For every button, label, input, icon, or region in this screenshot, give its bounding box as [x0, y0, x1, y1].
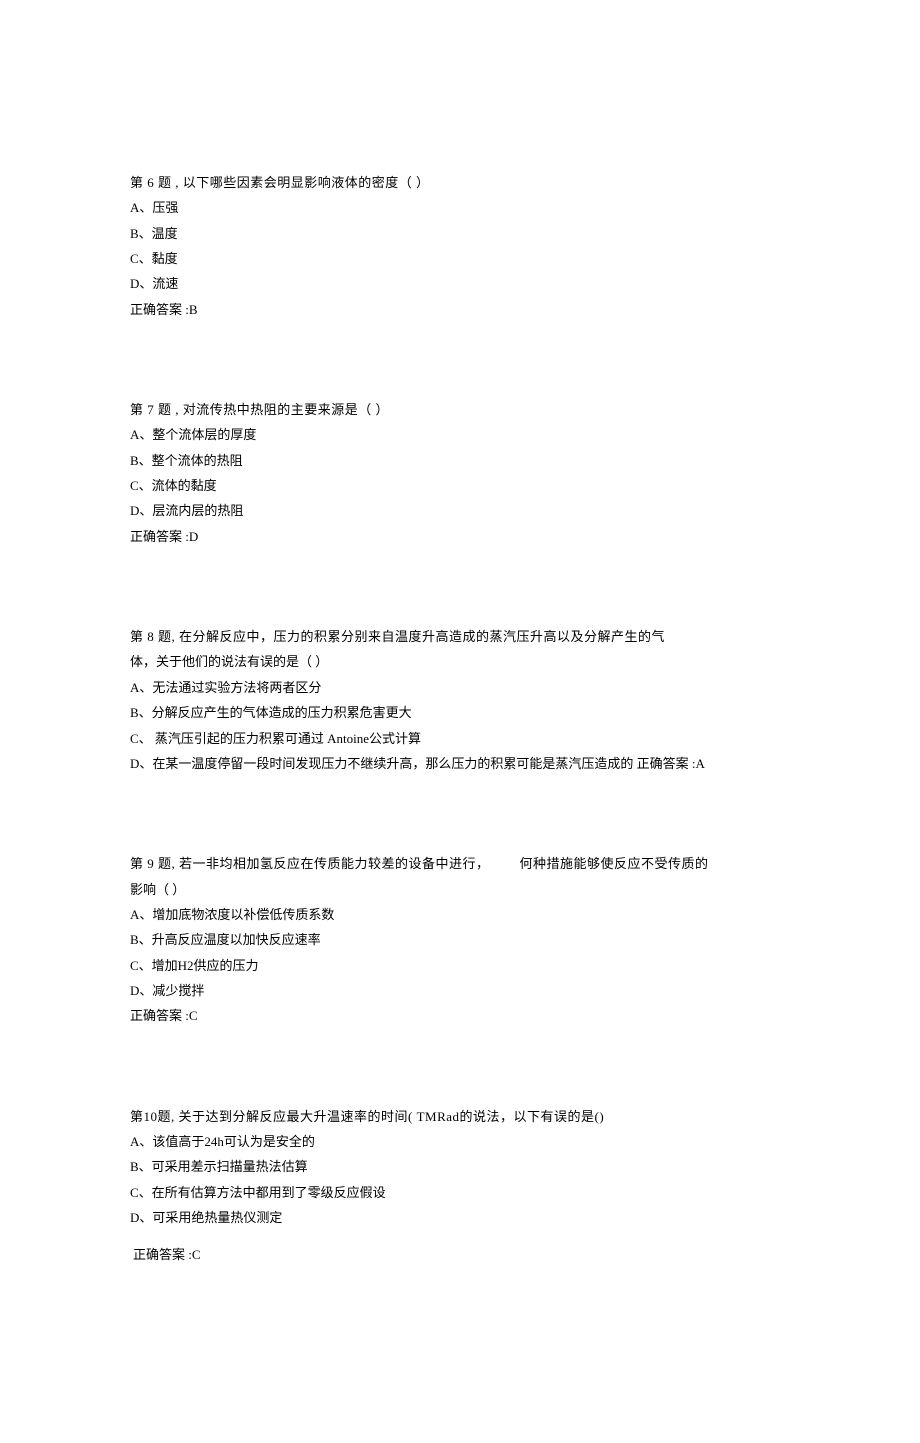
option-d-with-answer: D、在某一温度停留一段时间发现压力不继续升高，那么压力的积累可能是蒸汽压造成的 … [130, 751, 790, 776]
question-8: 第 8 题, 在分解反应中，压力的积累分别来自温度升高造成的蒸汽压升高以及分解产… [130, 624, 790, 776]
question-7: 第 7 题 , 对流传热中热阻的主要来源是（ ） A、整个流体层的厚度 B、整个… [130, 397, 790, 549]
question-text: 在分解反应中，压力的积累分别来自温度升高造成的蒸汽压升高以及分解产生的气 [179, 629, 665, 644]
question-6: 第 6 题 , 以下哪些因素会明显影响液体的密度（ ） A、压强 B、温度 C、… [130, 170, 790, 322]
option-a: A、压强 [130, 195, 790, 220]
separator: , [172, 402, 183, 417]
question-text: 关于达到分解反应最大升温速率的时间( TMRad的说法，以下有误的是() [179, 1109, 605, 1124]
option-b: B、温度 [130, 221, 790, 246]
question-header: 第 6 题 , 以下哪些因素会明显影响液体的密度（ ） [130, 170, 790, 195]
question-header: 第 9 题, 若一非均相加氢反应在传质能力较差的设备中进行， 何种措施能够使反应… [130, 851, 790, 876]
question-header: 第10题, 关于达到分解反应最大升温速率的时间( TMRad的说法，以下有误的是… [130, 1104, 790, 1129]
option-b: B、分解反应产生的气体造成的压力积累危害更大 [130, 700, 790, 725]
answer-label: 正确答案 :C [130, 1242, 790, 1267]
option-b: B、整个流体的热阻 [130, 448, 790, 473]
question-number: 第 9 题 [130, 856, 172, 871]
question-number: 第 7 题 [130, 402, 172, 417]
answer-label: 正确答案 :B [130, 297, 790, 322]
option-c: C、流体的黏度 [130, 473, 790, 498]
option-d: D、层流内层的热阻 [130, 498, 790, 523]
option-d: D、可采用绝热量热仪测定 [130, 1205, 790, 1230]
option-c: C、 蒸汽压引起的压力积累可通过 Antoine公式计算 [130, 726, 790, 751]
question-number: 第10题 [130, 1109, 171, 1124]
option-a: A、该值高于24h可认为是安全的 [130, 1129, 790, 1154]
option-a: A、整个流体层的厚度 [130, 422, 790, 447]
question-10: 第10题, 关于达到分解反应最大升温速率的时间( TMRad的说法，以下有误的是… [130, 1104, 790, 1268]
question-text: 以下哪些因素会明显影响液体的密度（ ） [183, 175, 430, 190]
separator: , [172, 629, 180, 644]
question-9: 第 9 题, 若一非均相加氢反应在传质能力较差的设备中进行， 何种措施能够使反应… [130, 851, 790, 1028]
option-c: C、黏度 [130, 246, 790, 271]
separator: , [172, 856, 180, 871]
question-text-line2: 体，关于他们的说法有误的是（ ） [130, 649, 790, 674]
answer-label: 正确答案 :D [130, 524, 790, 549]
separator: , [172, 175, 183, 190]
option-b: B、升高反应温度以加快反应速率 [130, 927, 790, 952]
question-number: 第 8 题 [130, 629, 172, 644]
option-a: A、增加底物浓度以补偿低传质系数 [130, 902, 790, 927]
question-header: 第 8 题, 在分解反应中，压力的积累分别来自温度升高造成的蒸汽压升高以及分解产… [130, 624, 790, 649]
question-number: 第 6 题 [130, 175, 172, 190]
answer-label: 正确答案 :C [130, 1003, 790, 1028]
separator: , [171, 1109, 179, 1124]
question-text-part2: 何种措施能够使反应不受传质的 [520, 851, 709, 876]
question-text-line2: 影响（ ） [130, 877, 790, 902]
option-d: D、减少搅拌 [130, 978, 790, 1003]
option-a: A、无法通过实验方法将两者区分 [130, 675, 790, 700]
question-text-part1: 若一非均相加氢反应在传质能力较差的设备中进行， [179, 856, 490, 871]
option-c: C、在所有估算方法中都用到了零级反应假设 [130, 1180, 790, 1205]
option-d: D、流速 [130, 271, 790, 296]
option-b: B、可采用差示扫描量热法估算 [130, 1154, 790, 1179]
question-text: 对流传热中热阻的主要来源是（ ） [183, 402, 389, 417]
option-c: C、增加H2供应的压力 [130, 953, 790, 978]
question-header: 第 7 题 , 对流传热中热阻的主要来源是（ ） [130, 397, 790, 422]
